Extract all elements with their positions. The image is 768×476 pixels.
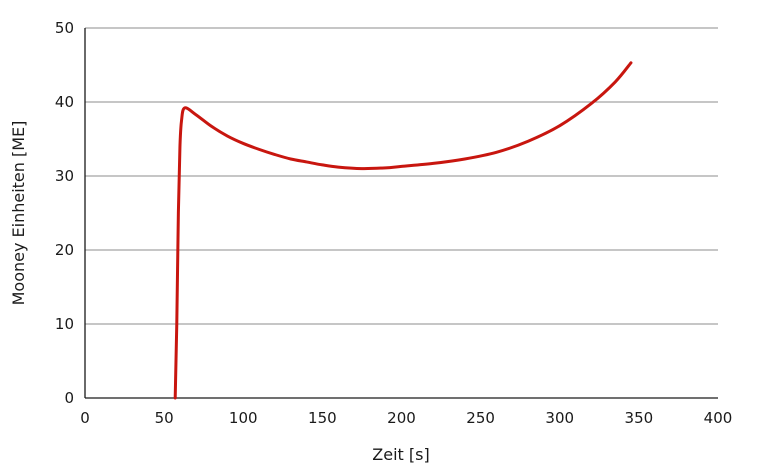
series-layer — [173, 61, 633, 400]
y-axis-title: Mooney Einheiten [ME] — [9, 121, 28, 306]
x-tick-label: 250 — [466, 409, 495, 427]
x-tick-label: 400 — [704, 409, 733, 427]
y-tick-label: 10 — [55, 315, 74, 333]
x-tick-label: 100 — [229, 409, 258, 427]
x-tick-label: 150 — [308, 409, 337, 427]
x-tick-label: 350 — [625, 409, 654, 427]
x-tick-label: 300 — [545, 409, 574, 427]
grid-lines — [85, 27, 718, 325]
y-tick-labels: 0 10 20 30 40 50 — [55, 19, 74, 407]
x-axis-title: Zeit [s] — [372, 445, 429, 464]
series-line — [173, 61, 633, 400]
y-tick-label: 50 — [55, 19, 74, 37]
x-tick-label: 200 — [387, 409, 416, 427]
x-tick-label: 50 — [155, 409, 174, 427]
x-tick-labels: 0 50 100 150 200 250 300 350 400 — [80, 409, 732, 427]
y-tick-label: 0 — [64, 389, 74, 407]
y-tick-label: 30 — [55, 167, 74, 185]
x-tick-label: 0 — [80, 409, 90, 427]
y-tick-label: 40 — [55, 93, 74, 111]
y-tick-label: 20 — [55, 241, 74, 259]
